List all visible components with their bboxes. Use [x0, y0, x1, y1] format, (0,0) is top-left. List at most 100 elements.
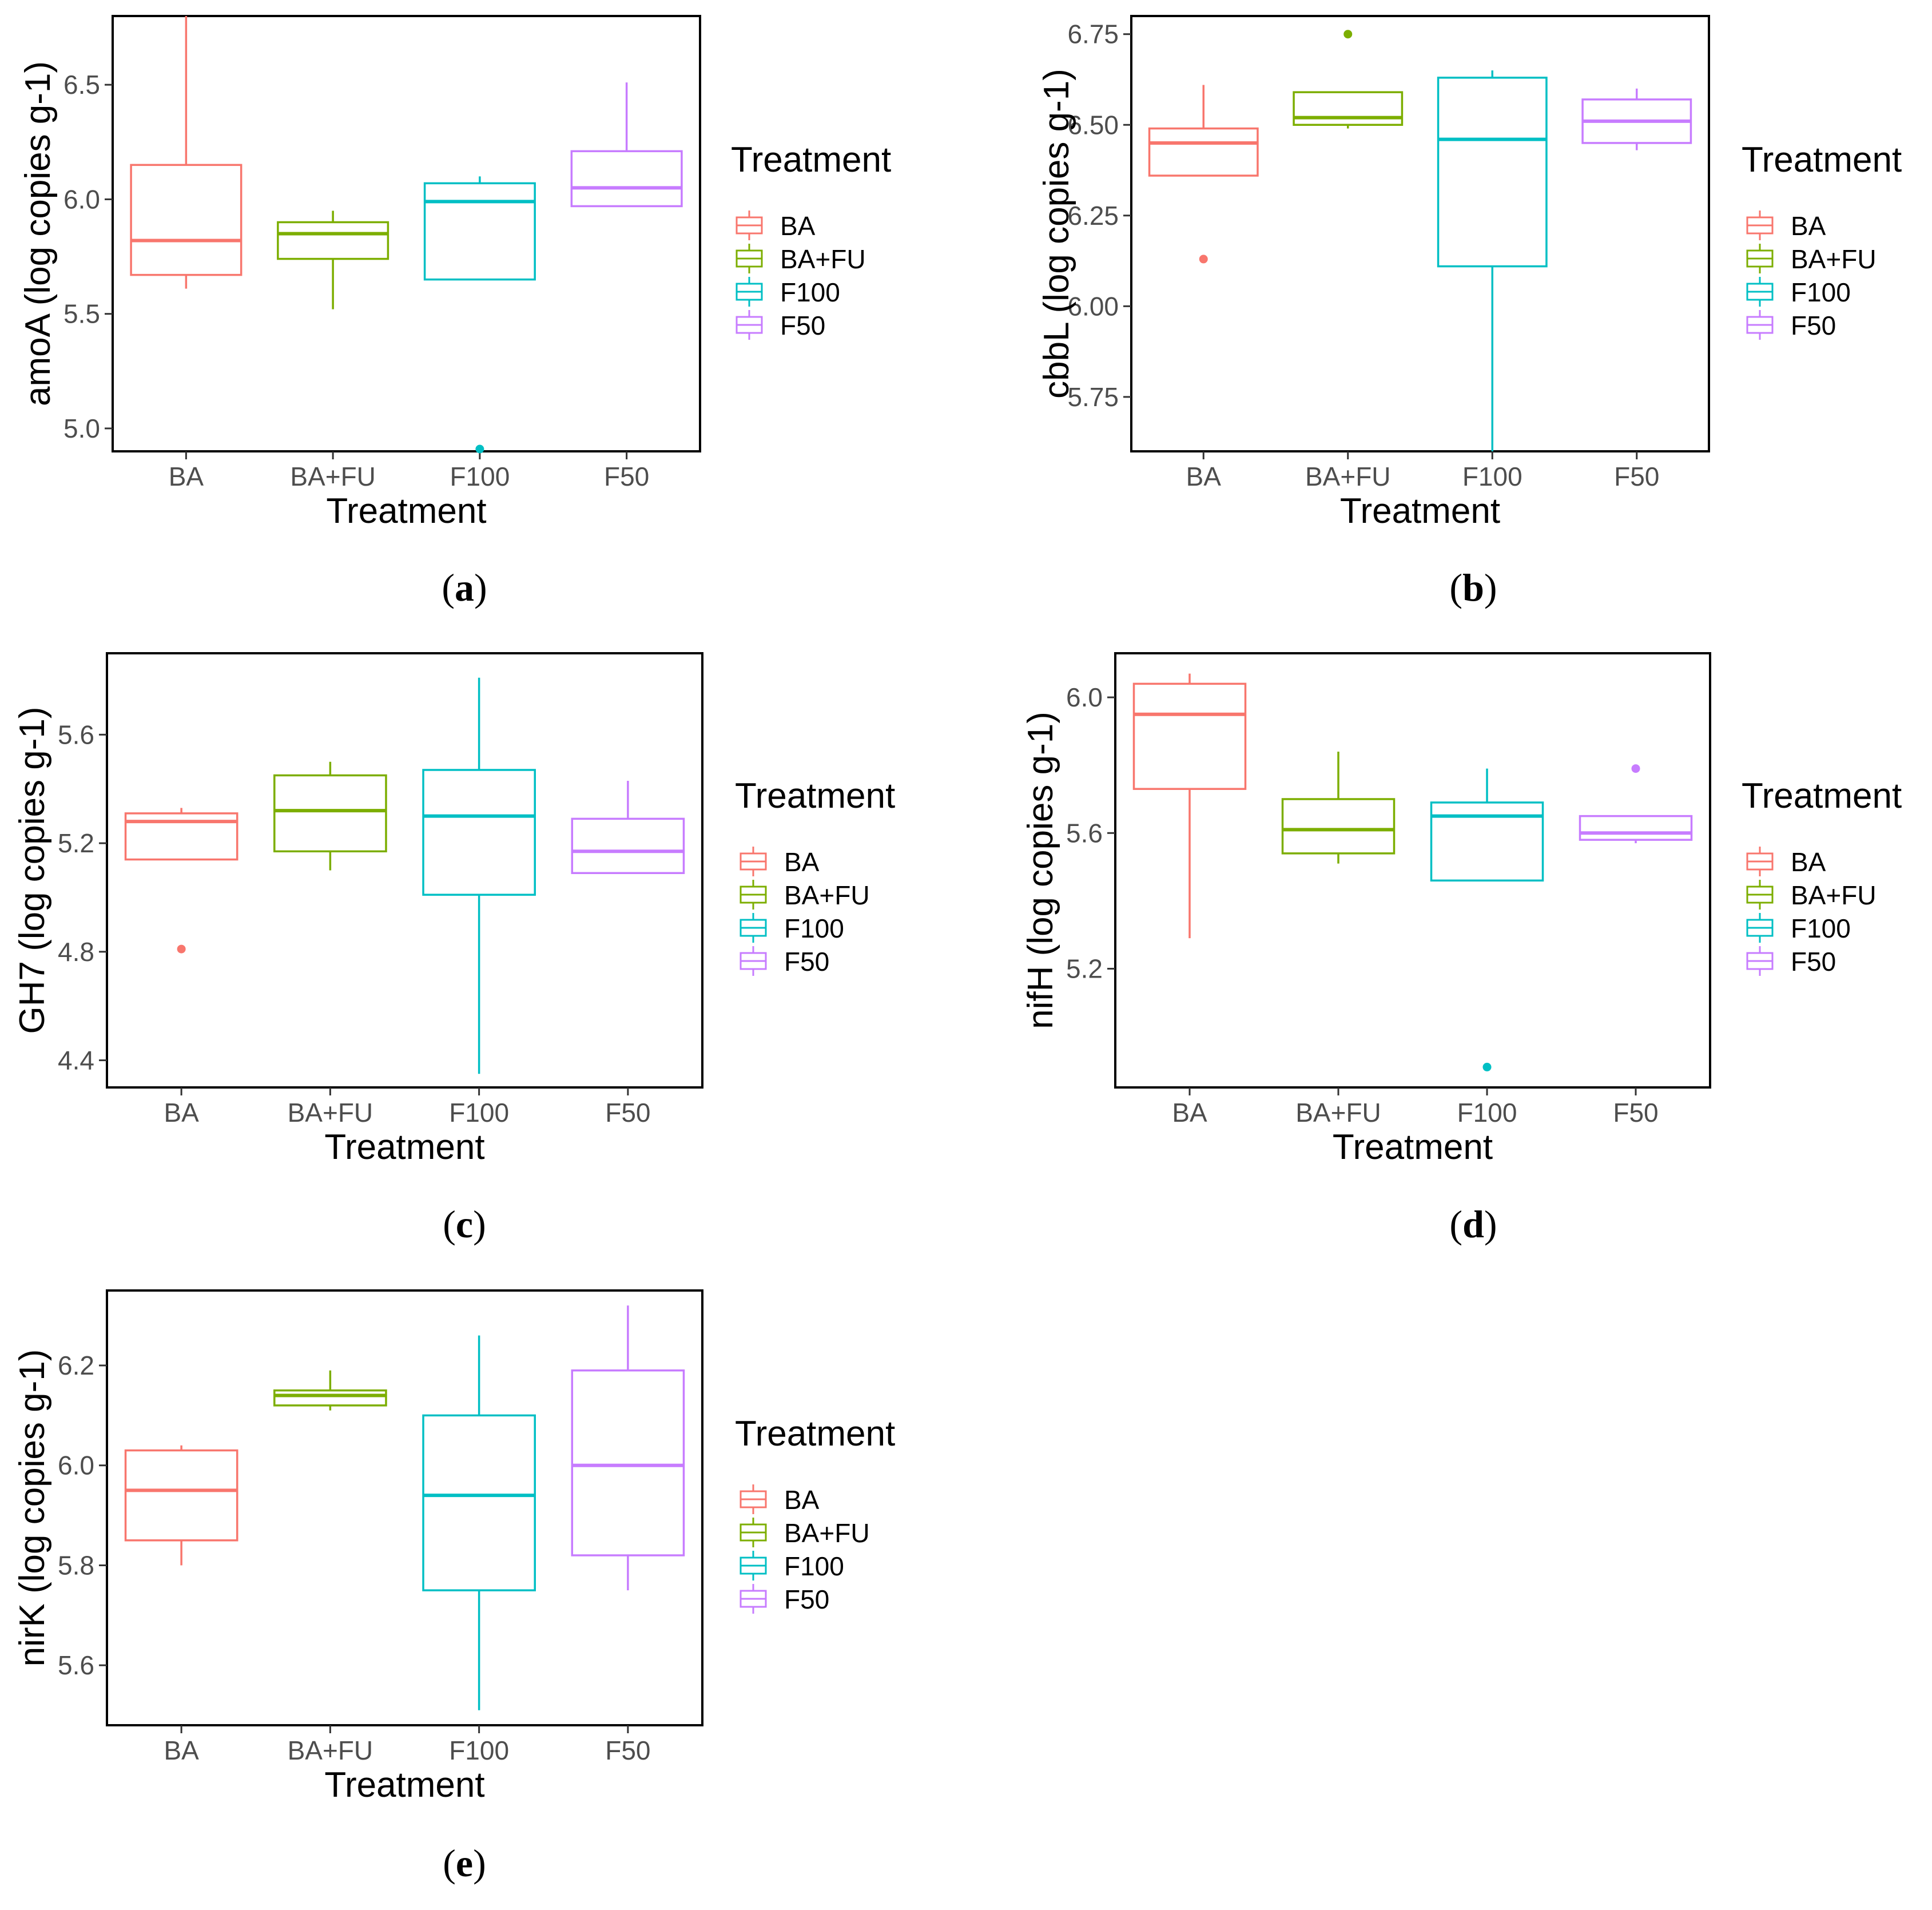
box-BA — [1132, 673, 1247, 939]
legend-label: F100 — [780, 277, 840, 307]
x-axis-title: Treatment — [1340, 491, 1500, 531]
box-body — [571, 817, 685, 874]
legend-item-F50: F50 — [740, 1584, 829, 1614]
box-BA — [124, 808, 238, 954]
legend-item-BA: BA — [1746, 211, 1826, 241]
y-tick-label: 6.75 — [1067, 19, 1119, 49]
x-tick-label: F50 — [604, 462, 649, 491]
box-body — [423, 182, 536, 281]
y-tick-label: 5.8 — [58, 1550, 94, 1580]
x-tick-label: BA — [164, 1098, 199, 1127]
legend-title: Treatment — [1742, 776, 1902, 816]
box-F50 — [1579, 764, 1693, 844]
legend-item-BA: BA — [1746, 847, 1826, 877]
y-tick-label: 6.50 — [1067, 110, 1119, 140]
x-tick-label: BA — [169, 462, 204, 491]
legend-label: F100 — [784, 1551, 844, 1581]
y-tick-label: 6.25 — [1067, 201, 1119, 231]
panel-label-close: ) — [473, 1841, 486, 1885]
legend-item-F100: F100 — [1746, 913, 1851, 943]
legend-label: F100 — [1791, 914, 1851, 943]
outlier-point — [1343, 30, 1353, 39]
box-body — [571, 1369, 685, 1556]
panel-label-open: ( — [443, 1202, 456, 1246]
panel-label-letter: e — [456, 1841, 473, 1885]
x-tick-label: BA+FU — [1295, 1098, 1381, 1127]
panel-label-letter: a — [455, 566, 474, 609]
x-tick-label: F100 — [450, 462, 510, 491]
panel-label-letter: c — [456, 1202, 473, 1246]
x-tick-label: F50 — [605, 1098, 650, 1127]
x-tick-label: BA — [1172, 1098, 1207, 1127]
panel-label-close: ) — [1484, 1202, 1497, 1246]
plot-border — [1130, 15, 1710, 452]
box-body — [1437, 77, 1548, 268]
y-tick-label: 5.2 — [58, 828, 94, 858]
legend-item-F100: F100 — [736, 277, 840, 307]
plot-border — [112, 15, 701, 452]
box-body — [422, 1414, 536, 1591]
box-BA — [124, 1445, 238, 1566]
x-axis-title: Treatment — [1333, 1127, 1493, 1167]
box-F100 — [1430, 768, 1544, 1071]
y-tick-label: 6.0 — [1066, 682, 1103, 712]
box-body — [273, 774, 387, 853]
legend-item-BA+FU: BA+FU — [1746, 880, 1877, 910]
x-tick-label: BA+FU — [1305, 462, 1391, 491]
x-tick-label: BA+FU — [288, 1736, 373, 1765]
y-axis-title: nirK (log copies g-1) — [13, 1349, 52, 1667]
outlier-point — [1199, 255, 1208, 264]
panel-label-close: ) — [474, 566, 487, 609]
x-axis-title: Treatment — [326, 491, 486, 531]
legend-title: Treatment — [735, 776, 895, 816]
x-tick-label: BA — [1186, 462, 1222, 491]
box-body — [570, 150, 683, 208]
legend-label: BA — [1791, 211, 1826, 241]
y-tick-label: 5.6 — [58, 1650, 94, 1680]
y-tick-label: 6.2 — [58, 1351, 94, 1380]
y-tick-label: 5.2 — [1066, 954, 1103, 983]
panel-label: (b) — [1449, 566, 1497, 609]
panel-label-open: ( — [1449, 566, 1462, 609]
outlier-point — [1631, 764, 1640, 773]
legend-item-F50: F50 — [1746, 310, 1836, 340]
box-body — [124, 1449, 238, 1542]
y-axis-title: cbbL (log copies g-1) — [1037, 69, 1076, 399]
legend-item-F50: F50 — [736, 310, 825, 340]
box-F100 — [422, 677, 536, 1074]
box-BA+FU — [1293, 30, 1404, 129]
box-body — [277, 221, 389, 260]
legend-item-BA: BA — [740, 1484, 820, 1515]
y-tick-label: 4.4 — [58, 1046, 94, 1075]
x-tick-label: BA — [164, 1736, 199, 1765]
x-tick-label: BA+FU — [290, 462, 376, 491]
box-BA — [1148, 85, 1259, 264]
panel-label: (c) — [443, 1202, 486, 1246]
x-axis-title: Treatment — [324, 1765, 484, 1805]
panel-label-open: ( — [1449, 1202, 1462, 1246]
legend-item-F50: F50 — [1746, 946, 1836, 976]
legend-label: BA+FU — [784, 880, 870, 910]
box-body — [273, 1389, 387, 1407]
panel-label-close: ) — [1484, 566, 1497, 609]
y-tick-label: 5.6 — [58, 720, 94, 749]
box-body — [1579, 815, 1693, 841]
x-tick-label: F50 — [605, 1736, 650, 1765]
box-body — [1148, 127, 1259, 177]
y-axis-title: nifH (log copies g-1) — [1021, 712, 1060, 1029]
x-tick-label: BA+FU — [288, 1098, 373, 1127]
panel-label: (e) — [443, 1841, 486, 1885]
legend-label: BA — [784, 847, 820, 877]
box-F100 — [423, 176, 536, 454]
panel-label-letter: b — [1462, 566, 1484, 609]
box-F50 — [571, 780, 685, 874]
y-axis-title: amoA (log copies g-1) — [18, 61, 58, 406]
x-tick-label: F50 — [1614, 462, 1659, 491]
panel-e: 5.65.86.06.2BA BA+FU F100 F50TreatmentnirK … — [13, 1289, 895, 1885]
box-body — [1430, 801, 1544, 882]
box-BA+FU — [273, 1370, 387, 1411]
